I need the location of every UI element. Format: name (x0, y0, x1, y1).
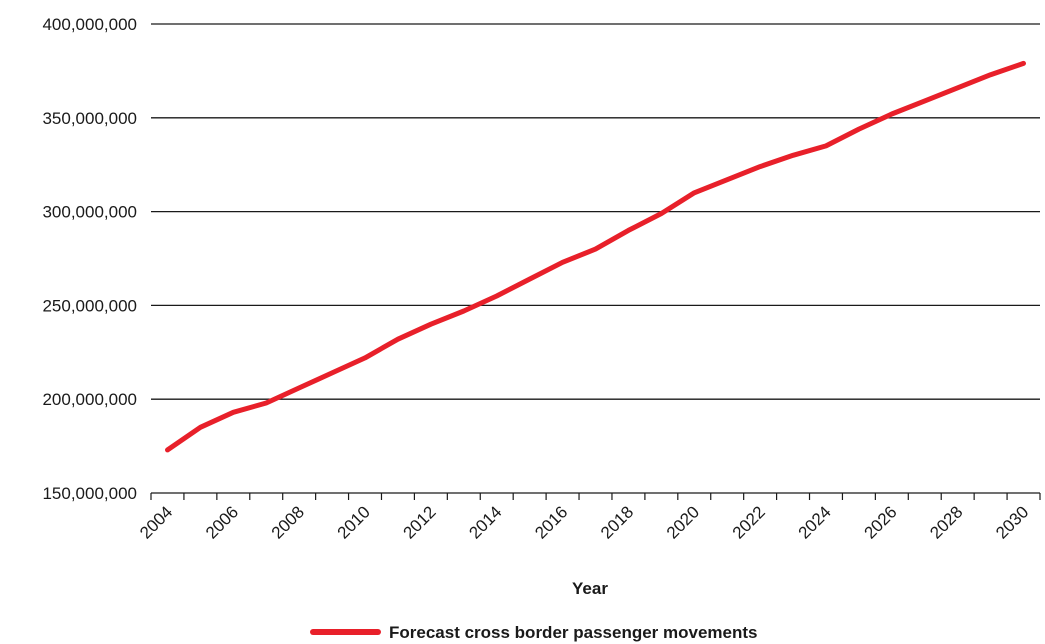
x-tick-label: 2016 (531, 502, 571, 542)
y-tick-labels: 150,000,000 200,000,000 250,000,000 300,000… (42, 15, 137, 503)
x-axis-title: Year (572, 579, 608, 598)
y-tick-label: 350,000,000 (42, 109, 137, 128)
y-tick-label: 200,000,000 (42, 390, 137, 409)
axes (150, 492, 1041, 500)
x-tick-label: 2006 (202, 502, 242, 542)
y-tick-label: 150,000,000 (42, 484, 137, 503)
y-tick-label: 250,000,000 (42, 296, 137, 315)
x-tick-label: 2012 (400, 502, 440, 542)
y-tick-label: 300,000,000 (42, 203, 137, 222)
x-tick-label: 2020 (663, 502, 703, 542)
series-layer (165, 60, 1026, 453)
legend-label: Forecast cross border passenger movement… (389, 623, 757, 642)
legend: Forecast cross border passenger movement… (310, 623, 757, 642)
x-tick-label: 2004 (136, 502, 176, 542)
x-tick-label: 2026 (860, 502, 900, 542)
y-tick-label: 400,000,000 (42, 15, 137, 34)
grid-lines (151, 23, 1040, 400)
x-tick-label: 2010 (334, 502, 374, 542)
series-line (165, 60, 1026, 453)
x-tick-label: 2022 (729, 502, 769, 542)
x-tick-label: 2014 (465, 502, 505, 542)
x-tick-label: 2008 (268, 502, 308, 542)
x-tick-label: 2018 (597, 502, 637, 542)
x-tick-label: 2028 (926, 502, 966, 542)
x-tick-label: 2024 (795, 502, 835, 542)
x-tick-labels: 2004 2006 2008 2010 2012 2014 2016 2018 2020 2022… (136, 502, 1032, 542)
x-tick-label: 2030 (992, 502, 1032, 542)
